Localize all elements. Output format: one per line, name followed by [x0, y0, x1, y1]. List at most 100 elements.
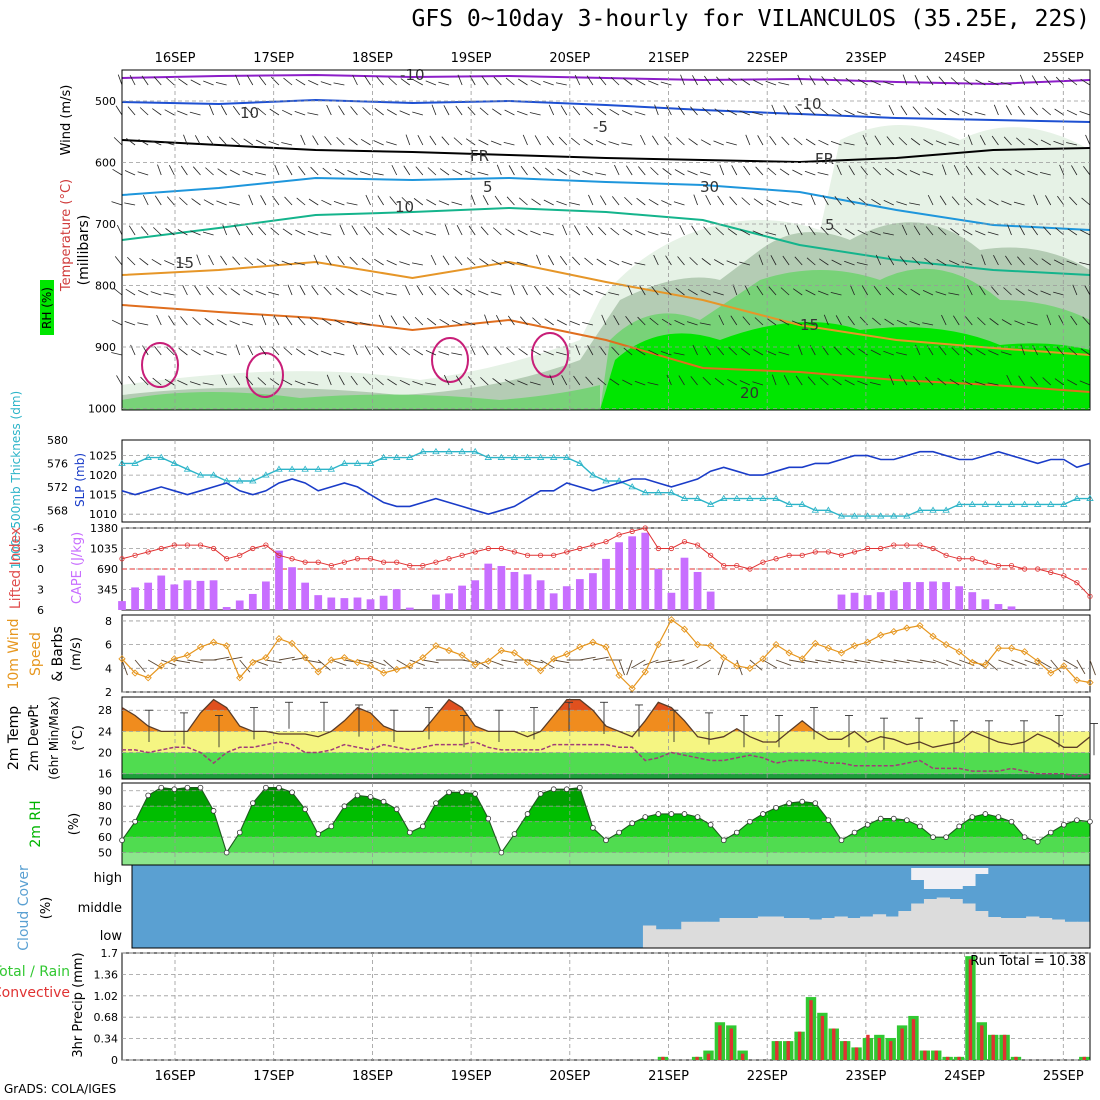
isotherm-label: 5 [825, 216, 835, 234]
wind-barb [561, 375, 568, 386]
rh2m-marker [197, 784, 204, 791]
wind10m-barb [553, 659, 570, 664]
wind10m-label: 10m Wind [6, 618, 22, 689]
wind-barb [730, 315, 738, 326]
li-marker [969, 556, 975, 562]
wind-speed-marker [824, 644, 833, 652]
li-marker [210, 545, 217, 552]
wind-barb [583, 138, 594, 146]
wind-barb [245, 106, 254, 116]
wind-barb [139, 257, 149, 266]
thickness-marker [301, 465, 309, 472]
rh2m-marker [433, 800, 439, 806]
wind-barb [556, 319, 567, 326]
li-marker [799, 552, 805, 558]
isotherm-label: FR [470, 147, 489, 165]
thickness-marker [720, 494, 728, 501]
wind-barb [559, 255, 568, 266]
wind-barb [807, 106, 816, 116]
wind10m-barb [749, 659, 763, 671]
wind-barb [138, 289, 149, 296]
wind-barb [412, 111, 423, 116]
wind-barb [151, 258, 162, 266]
wind-barb [478, 139, 489, 146]
wind-barb [714, 259, 724, 266]
wind-barb [805, 289, 816, 296]
thickness-marker [563, 453, 571, 460]
wind-barb [611, 346, 620, 356]
wind-barb [364, 345, 371, 356]
wind-barb [232, 105, 241, 116]
rh2m-marker [498, 849, 505, 856]
li-marker [590, 542, 596, 548]
wind-barb [687, 288, 698, 296]
wind-barb [543, 350, 554, 356]
wind-barb [221, 374, 228, 386]
date-label-bottom: 16SEP [155, 1069, 196, 1084]
wind-barb [1043, 75, 1052, 86]
precip-conv-bar [968, 959, 973, 1060]
wind-barb [296, 197, 306, 206]
thickness-marker [510, 453, 519, 460]
rh2m-marker [171, 786, 178, 792]
rh2m-marker [877, 815, 884, 822]
wind-barb [993, 104, 999, 116]
wind-barb [909, 170, 921, 176]
wind-barb [481, 75, 489, 86]
precip-tick: 0.34 [94, 1033, 119, 1046]
wind-barb [624, 196, 633, 206]
wind-barb [454, 256, 463, 266]
isotherm-cell [531, 332, 569, 378]
wind-speed-marker [785, 649, 793, 657]
wind-barb [1041, 258, 1051, 266]
wind-barb [623, 78, 633, 86]
wind-barb [321, 199, 332, 206]
wind-barb [705, 195, 712, 206]
cloud-low-bar [719, 918, 733, 948]
li-marker [1008, 562, 1015, 569]
wind-barb [666, 374, 672, 386]
li-marker [825, 549, 831, 555]
wind-barb [259, 345, 267, 356]
cloud-low-bar [1051, 919, 1065, 948]
wind10m-barb [213, 656, 230, 661]
thickness-marker [484, 453, 492, 460]
wind-barb [298, 165, 306, 176]
wind-barb [622, 379, 633, 386]
cloud-low-bar [1038, 918, 1053, 948]
wind-barb [516, 261, 528, 266]
thickness-marker [798, 500, 806, 507]
cape-bar [131, 587, 139, 610]
li-marker [564, 549, 570, 555]
wind-barb [967, 134, 973, 146]
date-label-bottom: 20SEP [549, 1069, 590, 1084]
wind-barb [611, 196, 620, 206]
wind-barb [456, 225, 463, 236]
wind-barb [269, 259, 280, 266]
wind-barb [376, 345, 384, 356]
thickness-tick: 568 [47, 504, 68, 517]
date-label-top: 25SEP [1043, 51, 1084, 66]
rh-tick: 90 [98, 785, 112, 798]
wind-barb [465, 138, 476, 146]
wind-barb [113, 137, 123, 146]
wind-barb [831, 259, 842, 266]
rh2m-marker [799, 798, 806, 805]
date-label-bottom: 24SEP [944, 1069, 985, 1084]
wind-speed-marker [340, 654, 349, 662]
wind-speed-marker [419, 654, 427, 662]
cape-bar [379, 595, 388, 610]
li-marker [721, 562, 727, 569]
wind-barb [202, 231, 214, 236]
wind-barb [797, 344, 803, 356]
wind-barb [1046, 314, 1052, 326]
wind-barb [650, 167, 659, 176]
wind-barb [320, 350, 332, 356]
wind-barb [242, 170, 253, 176]
cape-bar [929, 581, 937, 610]
wind-barb [745, 134, 751, 146]
wind-barb [767, 167, 777, 176]
rh2m-band [122, 837, 1090, 853]
wind-barb [640, 134, 646, 146]
cape-bar [575, 579, 584, 610]
